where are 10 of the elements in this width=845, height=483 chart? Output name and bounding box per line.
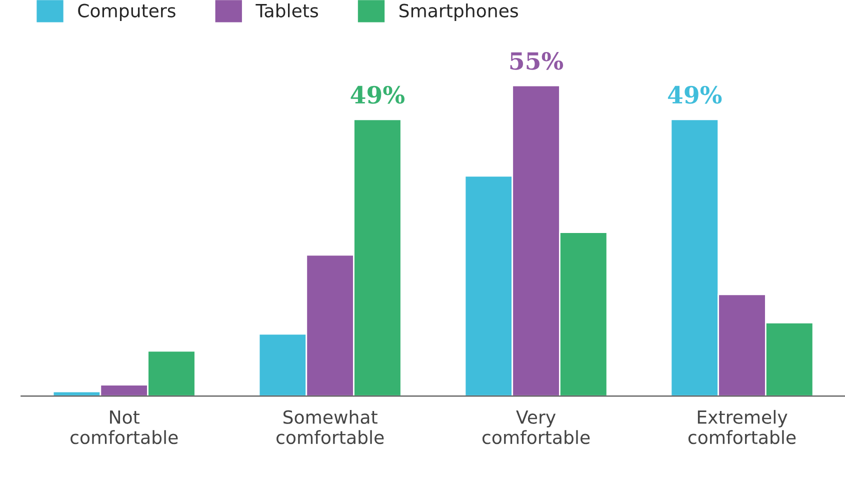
legend-label: Computers bbox=[78, 4, 176, 21]
data-label: 55% bbox=[510, 52, 564, 70]
legend-label: Tablets bbox=[256, 3, 318, 18]
x-tick-label: Somewhat comfortable bbox=[276, 410, 384, 444]
x-tick-label: Extremely comfortable bbox=[688, 410, 796, 444]
x-tick-label: Not comfortable bbox=[70, 410, 178, 444]
x-tick-label: Very comfortable bbox=[482, 410, 590, 444]
data-label: 49% bbox=[350, 86, 405, 104]
legend-label: Smartphones bbox=[400, 3, 518, 21]
data-label: 49% bbox=[668, 86, 722, 104]
